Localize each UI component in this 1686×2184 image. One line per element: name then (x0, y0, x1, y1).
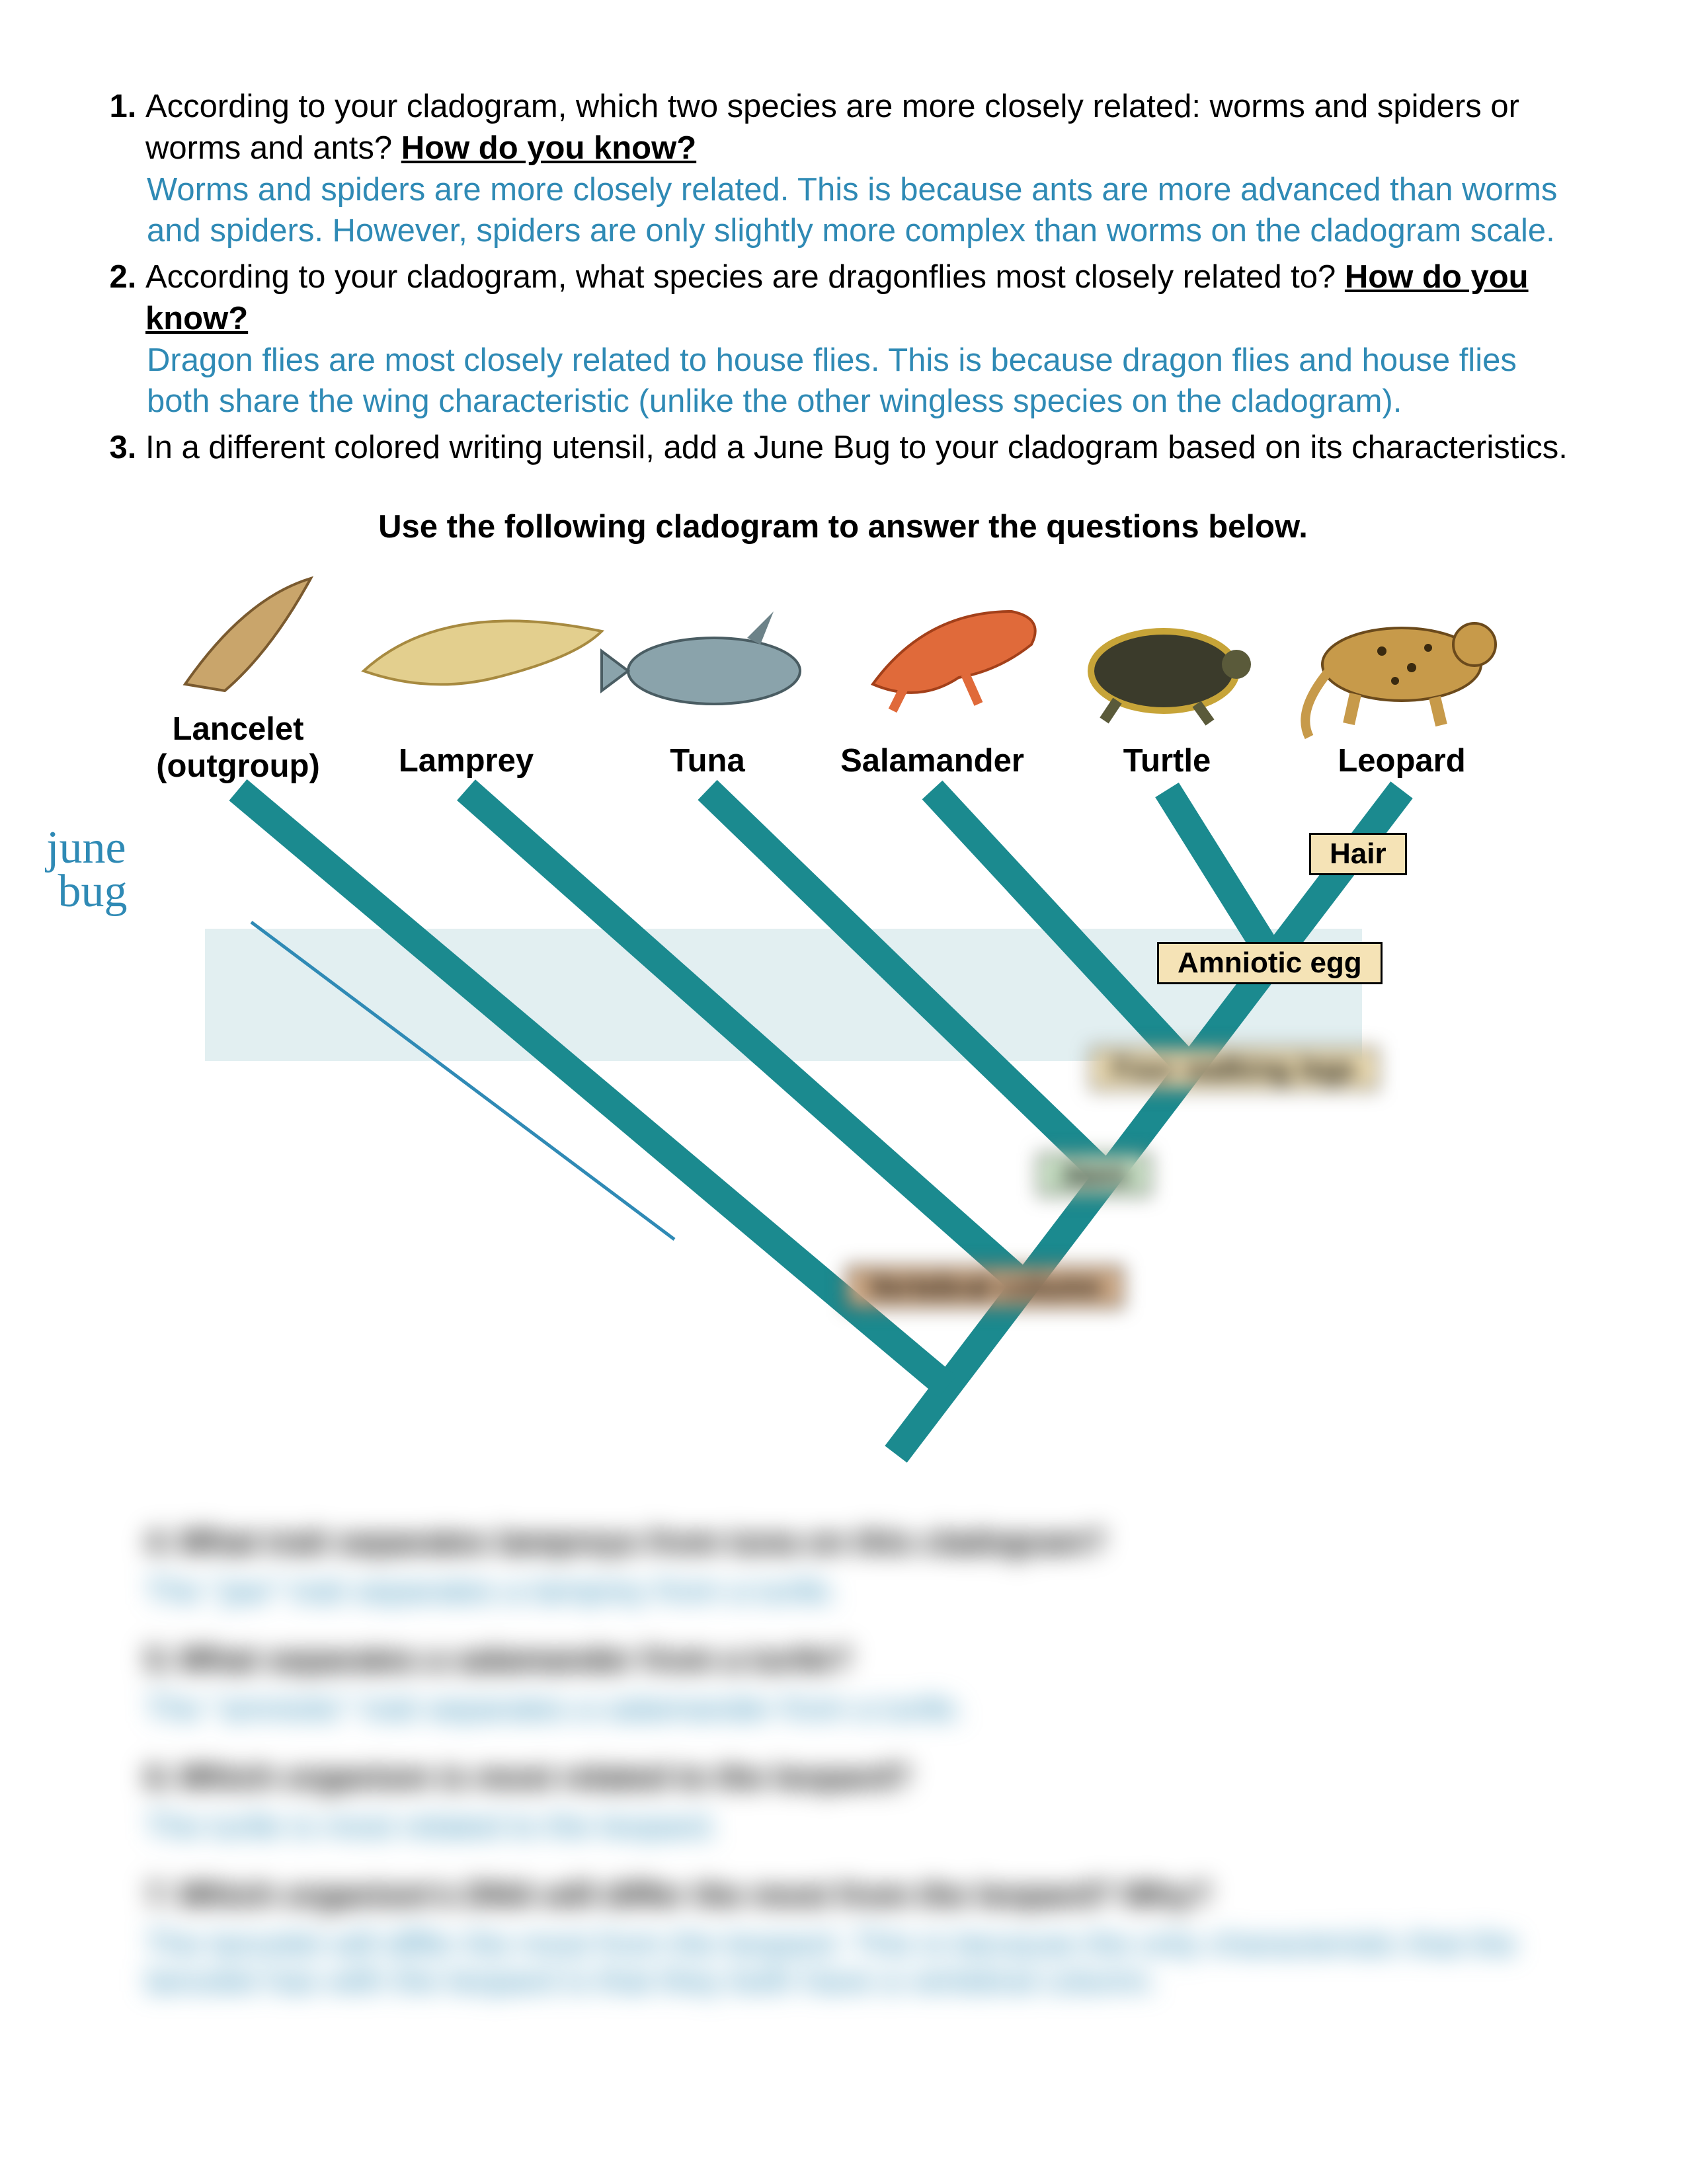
lamprey-icon (364, 621, 602, 684)
trunk (896, 790, 1402, 1454)
bq4-q: What trait separates lampreys from tuna … (179, 1524, 1105, 1560)
label-lamprey: Lamprey (390, 742, 542, 779)
q3-text: In a different colored writing utensil, … (145, 430, 1568, 465)
trait-jaws: Jaws (1038, 1153, 1150, 1196)
trait-vertebral: Vertebral column (846, 1266, 1123, 1308)
ba4: The "jaw" trait separates a lamprey from… (145, 1573, 1587, 1610)
worksheet-page: According to your cladogram, which two s… (0, 0, 1686, 2000)
q1-text: According to your cladogram, which two s… (145, 89, 1519, 166)
bq7-num: 7. (145, 1877, 179, 1914)
trait-amniotic-egg: Amniotic egg (1157, 942, 1383, 984)
branch-group (238, 790, 1402, 1454)
ba7: The lancelet will differ the most from t… (145, 1926, 1587, 2000)
question-list: According to your cladogram, which two s… (99, 86, 1587, 469)
bq5-num: 5. (145, 1641, 179, 1678)
lancelet-icon (185, 578, 311, 691)
label-lancelet-l2: (outgroup) (155, 748, 321, 785)
bq4-num: 4. (145, 1524, 179, 1561)
ba6: The turtle is most related to the leopar… (145, 1808, 1587, 1845)
label-lancelet-l1: Lancelet (155, 711, 321, 748)
question-2: According to your cladogram, what specie… (145, 256, 1587, 422)
bq4: 4.What trait separates lampreys from tun… (145, 1524, 1587, 1561)
label-salamander: Salamander (833, 742, 1031, 779)
turtle-icon (1091, 631, 1251, 722)
section-title: Use the following cladogram to answer th… (99, 508, 1587, 545)
bq5-q: What separates a salamander from a turtl… (179, 1642, 852, 1678)
ba5: The "amniotic" trait separates a salaman… (145, 1690, 1587, 1727)
q1-bold: How do you know? (401, 130, 696, 166)
leopard-icon (1305, 623, 1496, 737)
question-3: In a different colored writing utensil, … (145, 427, 1587, 469)
q1-answer: Worms and spiders are more closely relat… (145, 170, 1587, 251)
branch-lancelet (238, 790, 947, 1387)
bq7-q: Which organism's DNA will differ the mos… (179, 1877, 1211, 1913)
cladogram: Lancelet (outgroup) Lamprey Tuna Salaman… (99, 572, 1587, 1471)
tuna-icon (602, 611, 800, 704)
label-tuna: Tuna (648, 742, 767, 779)
trait-hair: Hair (1309, 833, 1407, 875)
bq6: 6.Which organism is most related to the … (145, 1759, 1587, 1796)
q2-answer: Dragon flies are most closely related to… (145, 340, 1587, 422)
cladogram-svg (99, 572, 1587, 1471)
blurred-questions: 4.What trait separates lampreys from tun… (99, 1524, 1587, 2000)
trait-four-legs: Four walking legs (1091, 1048, 1378, 1090)
q2-text: According to your cladogram, what specie… (145, 259, 1529, 336)
q1-text-a: According to your cladogram, which two s… (145, 89, 1519, 166)
bq6-num: 6. (145, 1759, 179, 1796)
junebug-label: june bug (46, 826, 128, 914)
label-lancelet: Lancelet (outgroup) (155, 711, 321, 785)
bq6-q: Which organism is most related to the le… (179, 1760, 911, 1795)
salamander-icon (873, 611, 1035, 711)
bq7: 7.Which organism's DNA will differ the m… (145, 1877, 1587, 1914)
label-turtle: Turtle (1111, 742, 1223, 779)
q2-text-a: According to your cladogram, what specie… (145, 259, 1345, 295)
question-1: According to your cladogram, which two s… (145, 86, 1587, 251)
bq5: 5.What separates a salamander from a tur… (145, 1641, 1587, 1678)
label-leopard: Leopard (1329, 742, 1474, 779)
